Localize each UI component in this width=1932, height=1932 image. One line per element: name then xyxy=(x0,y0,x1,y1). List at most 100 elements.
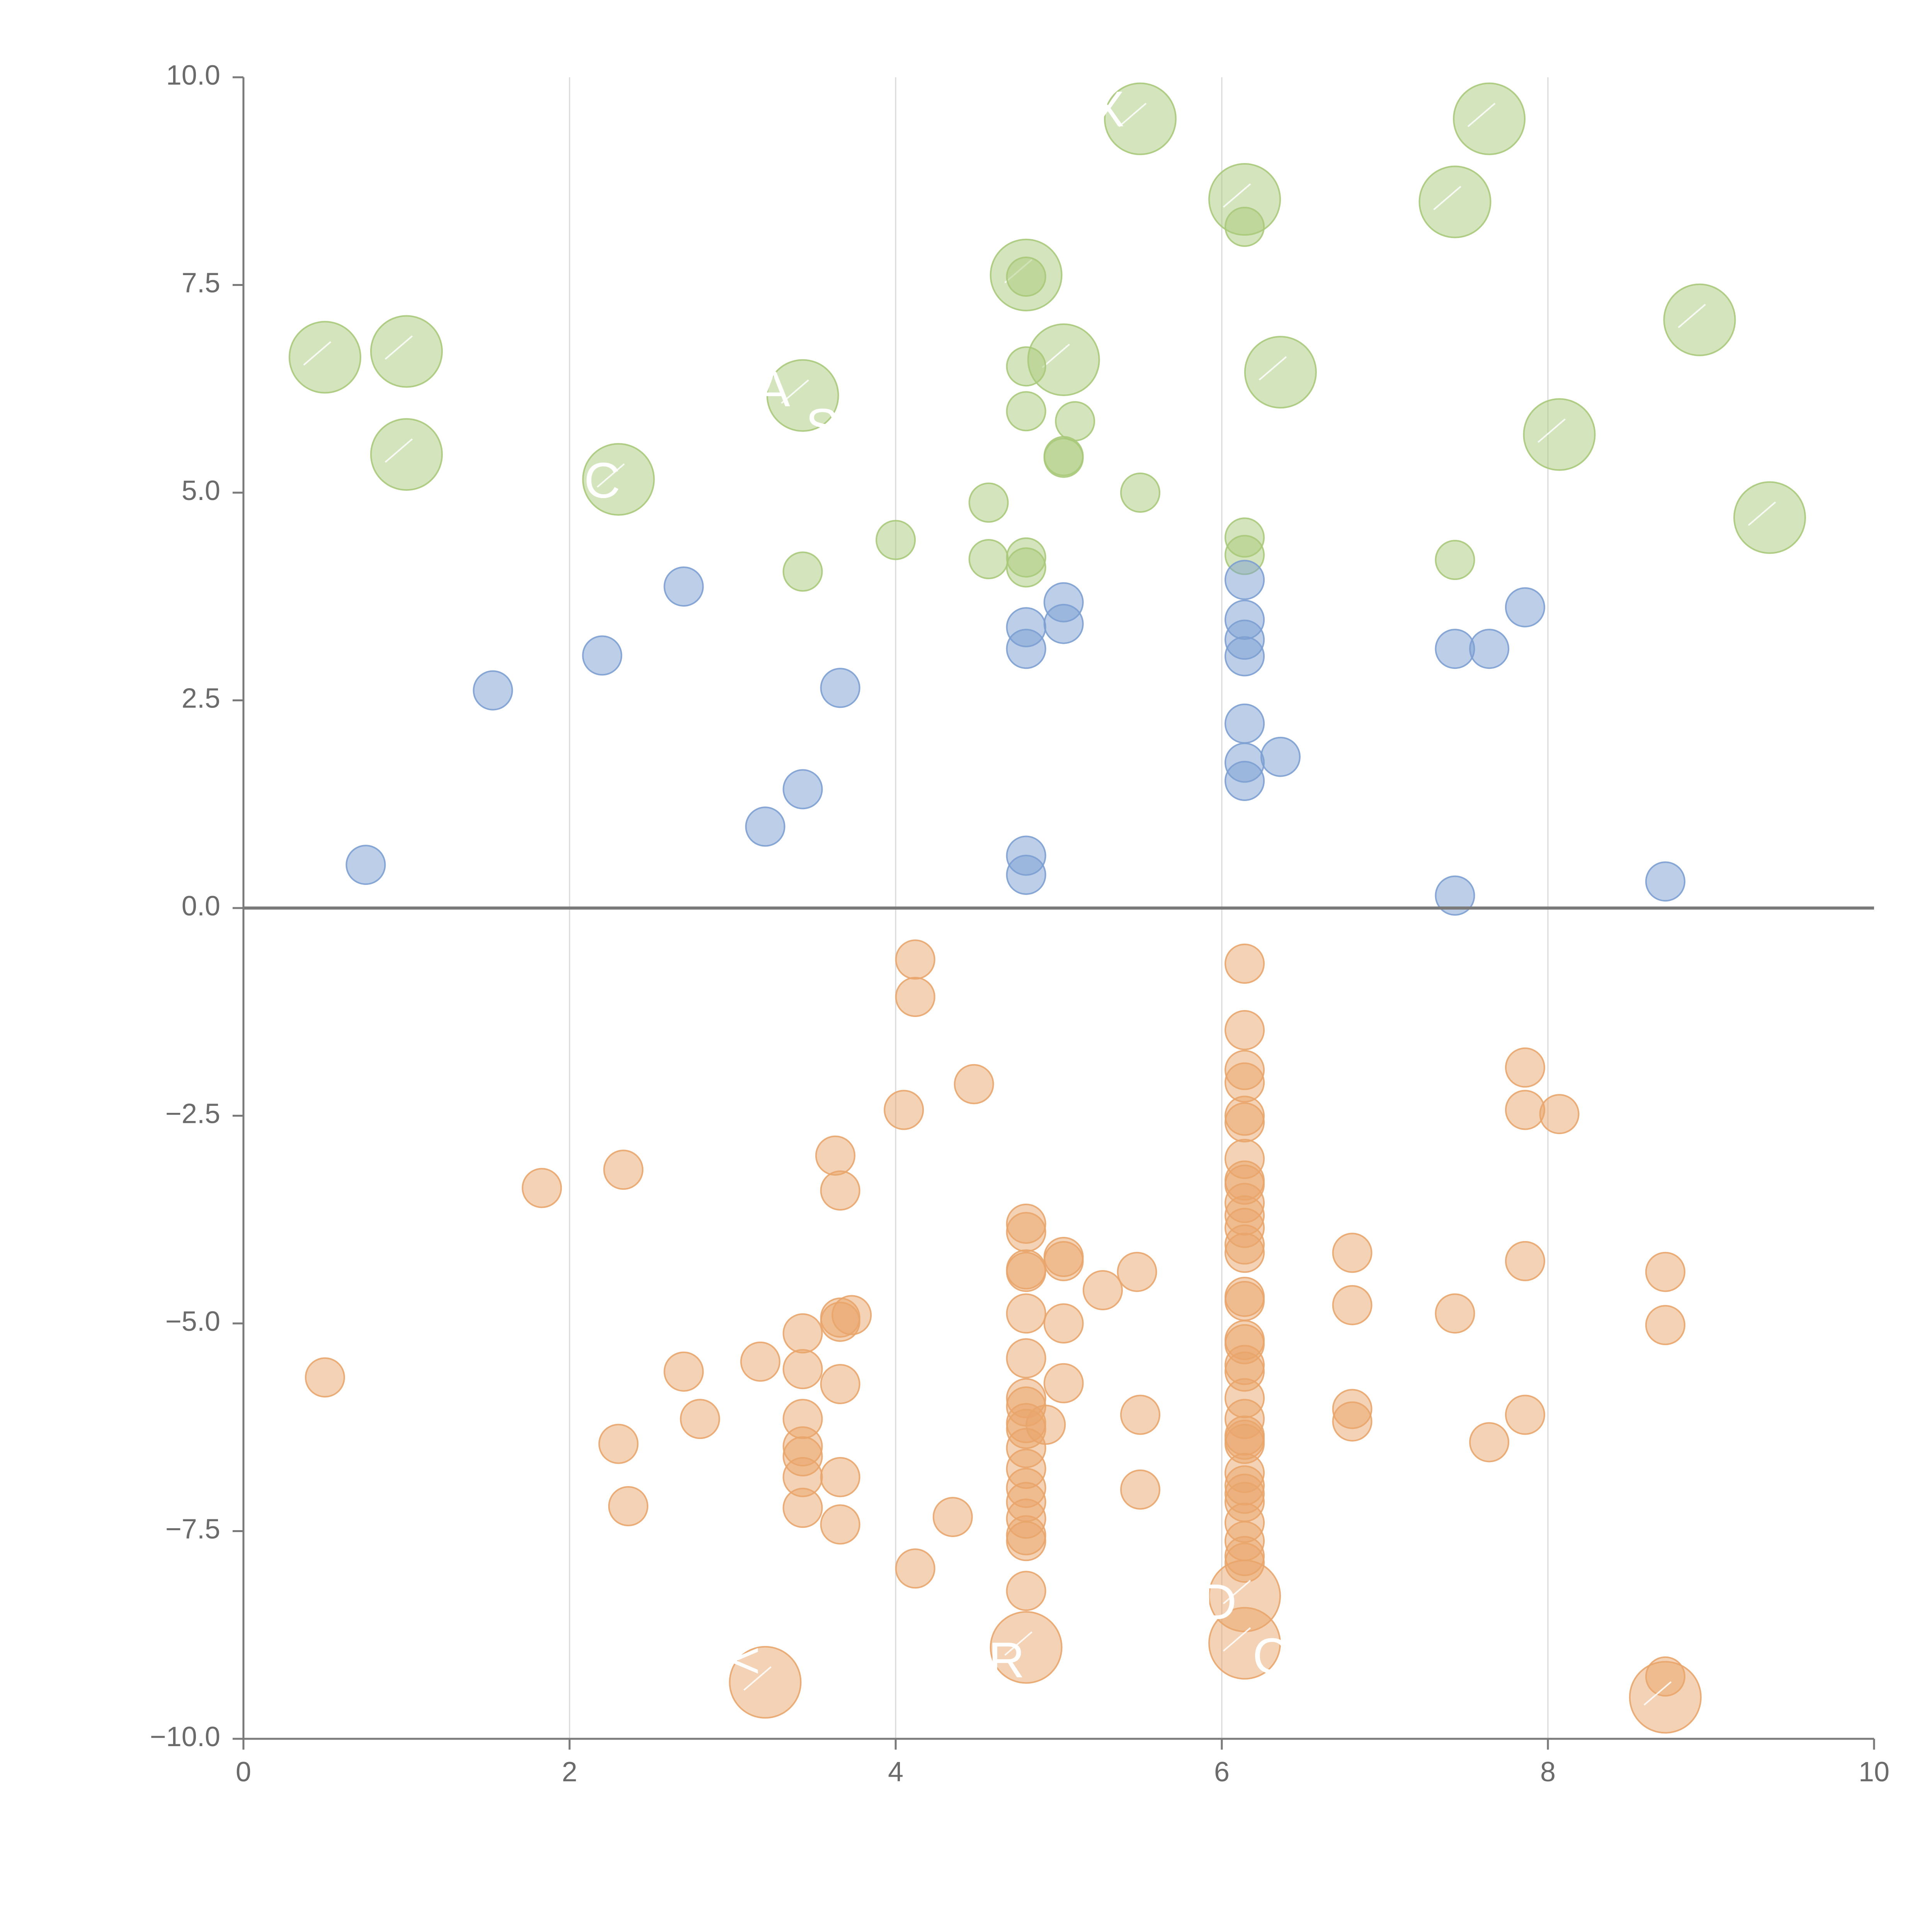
orange-bubble xyxy=(1225,1010,1265,1051)
green-bubble xyxy=(1453,82,1526,155)
x-tick-label: 6 xyxy=(1214,1757,1230,1787)
green-bubble xyxy=(876,520,916,560)
bubble-annotation: C xyxy=(584,452,620,509)
orange-bubble xyxy=(1225,1102,1265,1143)
orange-bubble xyxy=(1225,1281,1265,1321)
orange-bubble xyxy=(522,1168,562,1208)
orange-bubble xyxy=(1006,1338,1046,1379)
blue-bubble xyxy=(1006,607,1046,648)
green-bubble-leader xyxy=(1537,418,1566,443)
orange-bubble xyxy=(884,1090,924,1130)
green-bubble xyxy=(1435,540,1475,580)
orange-bubble xyxy=(1006,1571,1046,1611)
orange-bubble xyxy=(1332,1401,1372,1442)
orange-bubble xyxy=(1645,1252,1685,1292)
y-tick-label: 5.0 xyxy=(182,475,220,506)
x-tick-label: 0 xyxy=(236,1757,251,1787)
green-bubble xyxy=(782,551,823,592)
green-bubble xyxy=(1244,336,1317,409)
orange-bubble xyxy=(608,1486,648,1526)
y-tick-label: −10.0 xyxy=(150,1721,220,1752)
orange-bubble xyxy=(1006,1521,1046,1561)
orange-bubble-leader xyxy=(1004,1631,1032,1656)
bubble-annotation: A xyxy=(757,361,790,417)
axes: 10.0 7.5 5.0 2.5 0.0 −2.5 −5.0 −7.5 −10.0 0 2 4 6 8 10 xyxy=(150,60,1889,1787)
orange-bubble xyxy=(820,1504,861,1545)
orange-bubble-leader xyxy=(1223,1580,1251,1604)
blue-bubble xyxy=(663,566,704,607)
green-bubble xyxy=(370,315,443,388)
x-tick-label: 8 xyxy=(1540,1757,1556,1787)
blue-bubble xyxy=(1225,636,1265,677)
x-tick-label: 4 xyxy=(888,1757,903,1787)
blue-bubble xyxy=(745,806,786,847)
y-tick-label: 2.5 xyxy=(182,683,220,714)
green-bubble xyxy=(968,539,1009,579)
orange-bubble xyxy=(990,1611,1063,1684)
green-bubble xyxy=(582,443,655,516)
green-bubble xyxy=(1418,165,1492,238)
orange-bubble xyxy=(954,1064,994,1104)
orange-bubble xyxy=(782,1488,823,1528)
orange-bubble-leader xyxy=(1223,1627,1251,1652)
orange-bubble xyxy=(1043,1363,1084,1403)
blue-bubble xyxy=(1469,629,1510,669)
green-bubble-leader xyxy=(1223,183,1251,208)
orange-bubble xyxy=(1006,1252,1046,1292)
orange-bubble xyxy=(1645,1305,1685,1345)
orange-bubble xyxy=(1082,1270,1123,1310)
green-bubble xyxy=(1006,391,1046,432)
green-bubble xyxy=(1104,82,1177,155)
orange-bubble xyxy=(832,1295,872,1335)
orange-bubble xyxy=(782,1313,823,1354)
green-bubble-leader xyxy=(384,438,413,463)
green-bubble xyxy=(289,321,361,394)
green-bubble xyxy=(1523,398,1596,471)
green-bubble-leader xyxy=(1259,356,1287,381)
blue-bubble xyxy=(1260,736,1301,777)
orange-bubble xyxy=(680,1399,720,1439)
orange-bubble xyxy=(1505,1241,1545,1281)
y-tick-label: −2.5 xyxy=(165,1099,220,1129)
blue-bubble xyxy=(345,845,386,885)
y-tick-label: 7.5 xyxy=(182,268,220,299)
blue-bubble xyxy=(473,670,513,711)
orange-series xyxy=(305,939,1702,1734)
y-tick-label: −7.5 xyxy=(165,1514,220,1545)
blue-bubble xyxy=(1505,587,1545,628)
orange-bubble xyxy=(820,1170,861,1211)
blue-bubble xyxy=(1225,761,1265,801)
green-bubble xyxy=(1006,547,1046,588)
green-bubble xyxy=(1663,283,1736,356)
orange-bubble xyxy=(895,1548,935,1589)
orange-bubble xyxy=(815,1135,855,1176)
orange-bubble xyxy=(740,1341,781,1382)
orange-bubble xyxy=(820,1364,861,1404)
green-bubble-leader xyxy=(1678,304,1706,328)
green-series xyxy=(289,82,1806,592)
orange-bubble-leader xyxy=(743,1666,772,1691)
blue-series xyxy=(345,560,1685,916)
bubble-annotation: < xyxy=(731,1632,760,1688)
orange-bubble xyxy=(1208,1607,1281,1680)
green-bubble xyxy=(1055,401,1095,442)
orange-bubble xyxy=(895,939,935,980)
x-tick-label: 2 xyxy=(562,1757,577,1787)
green-bubble-leader xyxy=(781,379,809,404)
orange-bubble xyxy=(1006,1293,1046,1334)
y-tick-label: 0.0 xyxy=(182,891,220,922)
orange-bubble xyxy=(1332,1285,1372,1325)
orange-bubble xyxy=(598,1423,639,1464)
blue-bubble xyxy=(1435,629,1475,669)
orange-bubble xyxy=(1469,1422,1510,1463)
orange-bubble xyxy=(1435,1293,1475,1334)
blue-bubble xyxy=(1645,861,1685,902)
blue-bubble xyxy=(1006,855,1046,895)
orange-bubble-leader xyxy=(1643,1681,1672,1706)
green-bubble-leader xyxy=(384,335,413,360)
orange-bubble xyxy=(932,1497,973,1537)
x-tick-label: 10 xyxy=(1859,1757,1889,1787)
green-bubble-leader xyxy=(1433,185,1461,211)
